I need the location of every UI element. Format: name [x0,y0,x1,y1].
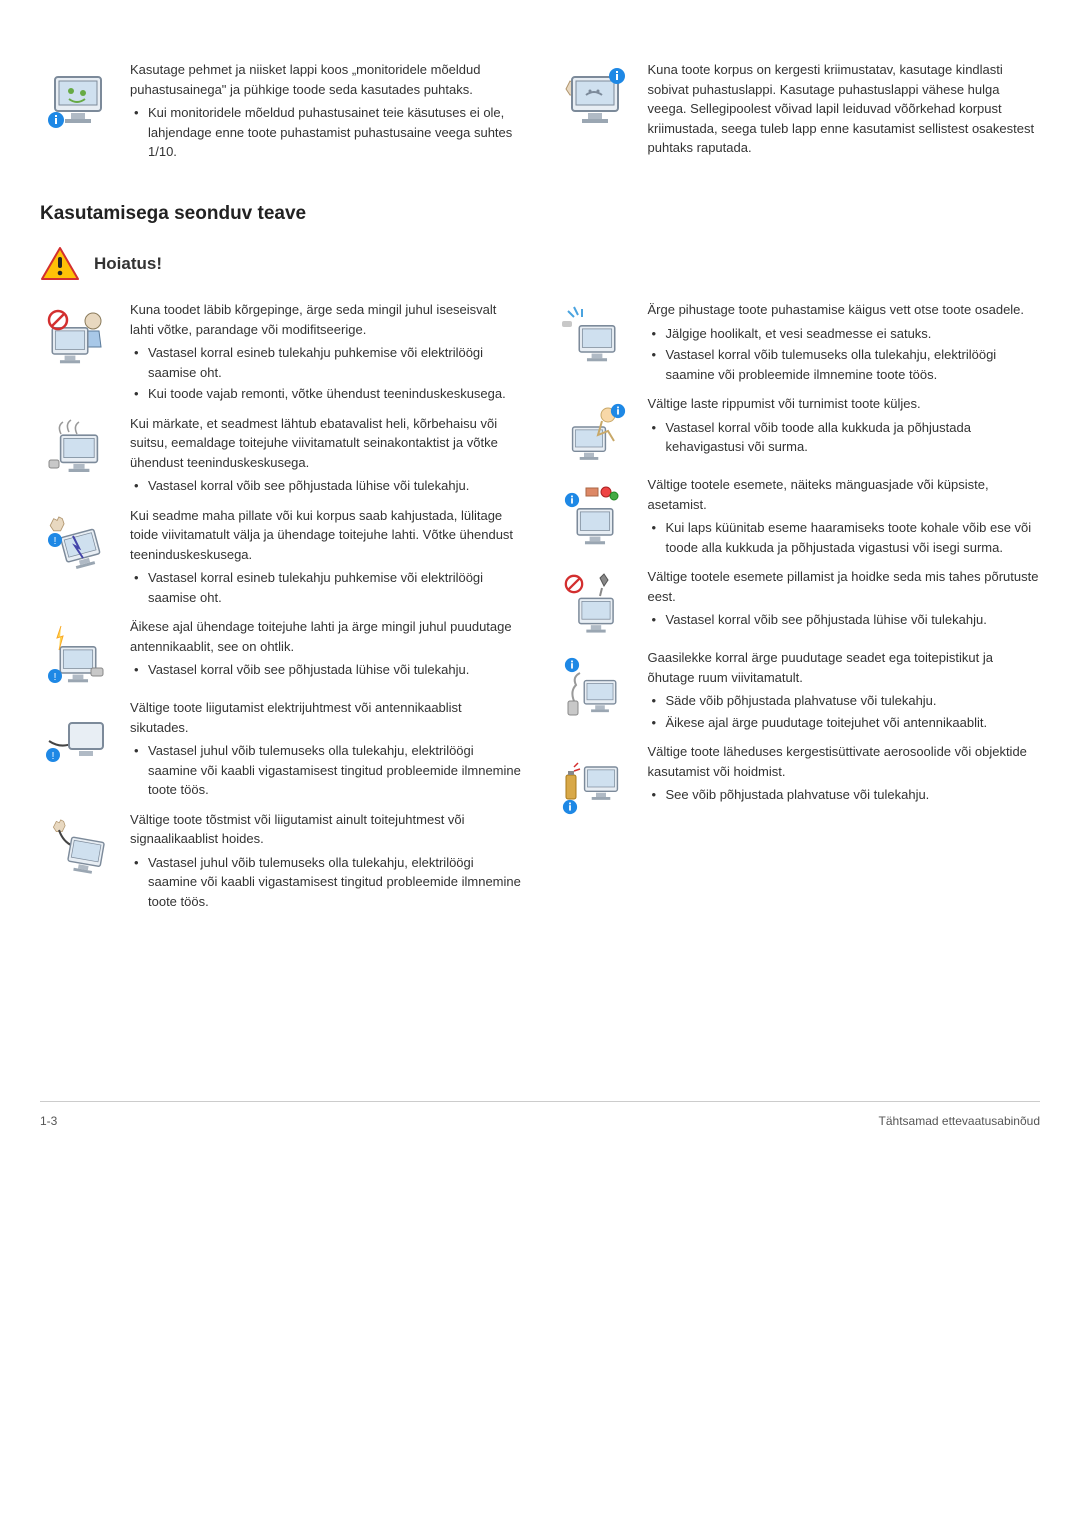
warning-heading: Hoiatus! [40,246,1040,282]
warning-triangle-icon [40,246,80,282]
page-footer: 1-3 Tähtsamad ettevaatusabinõud [40,1101,1040,1130]
block-no-aerosol: Vältige toote läheduses kergestisüttivat… [558,742,1041,817]
svg-text:!: ! [53,536,56,547]
footer-page-number: 1-3 [40,1112,57,1130]
block-pull-cable: ! Vältige toote liigutamist elektrijuhtm… [40,698,523,804]
icon-spray-water [558,300,633,375]
svg-text:!: ! [53,672,56,683]
block-lift-cable: Vältige toote tõstmist või liigutamist a… [40,810,523,916]
block-disassemble: Kuna toodet läbib kõrgepinge, ärge seda … [40,300,523,408]
left-column: Kuna toodet läbib kõrgepinge, ärge seda … [40,300,523,921]
icon-disassemble-prohibit [40,300,115,375]
footer-section-name: Tähtsamad ettevaatusabinõud [879,1112,1040,1130]
icon-dropped-monitor: ! [40,506,115,581]
icon-aerosol-flammable [558,742,633,817]
block-no-spray: Ärge pihustage toote puhastamise käigus … [558,300,1041,388]
intro-right-lead: Kuna toote korpus on kergesti kriimustat… [648,60,1041,158]
icon-child-climb [558,394,633,469]
intro-block-right: Kuna toote korpus on kergesti kriimustat… [558,60,1041,162]
intro-left-lead: Kasutage pehmet ja niisket lappi koos „m… [130,60,523,99]
svg-text:!: ! [51,751,54,762]
block-no-climb: Vältige laste rippumist või turnimist to… [558,394,1041,469]
block-no-drop-objects: Vältige tootele esemete pillamist ja hoi… [558,567,1041,642]
icon-gas-leak [558,648,633,723]
intro-icon-clean-monitor [40,60,115,135]
icon-toys-on-top [558,475,633,550]
block-dropped: ! Kui seadme maha pillate või kui korpus… [40,506,523,612]
block-smoke: Kui märkate, et seadmest lähtub ebataval… [40,414,523,500]
warning-label: Hoiatus! [94,251,162,277]
section-title: Kasutamisega seonduv teave [40,200,1040,229]
icon-lift-by-cable [40,810,115,885]
block-gas-leak: Gaasilekke korral ärge puudutage seadet … [558,648,1041,736]
intro-left-bullets: Kui monitoridele mõeldud puhastusainet t… [130,103,523,162]
intro-block-left: Kasutage pehmet ja niisket lappi koos „m… [40,60,523,166]
block-lightning: ! Äikese ajal ühendage toitejuhe lahti j… [40,617,523,692]
block-no-toys: Vältige tootele esemete, näiteks mänguas… [558,475,1041,561]
icon-smoke-unplug [40,414,115,489]
right-column: Ärge pihustage toote puhastamise käigus … [558,300,1041,921]
icon-pull-cable: ! [40,698,115,773]
intro-icon-wipe-monitor [558,60,633,135]
icon-drop-object-prohibit [558,567,633,642]
icon-lightning-unplug: ! [40,617,115,692]
